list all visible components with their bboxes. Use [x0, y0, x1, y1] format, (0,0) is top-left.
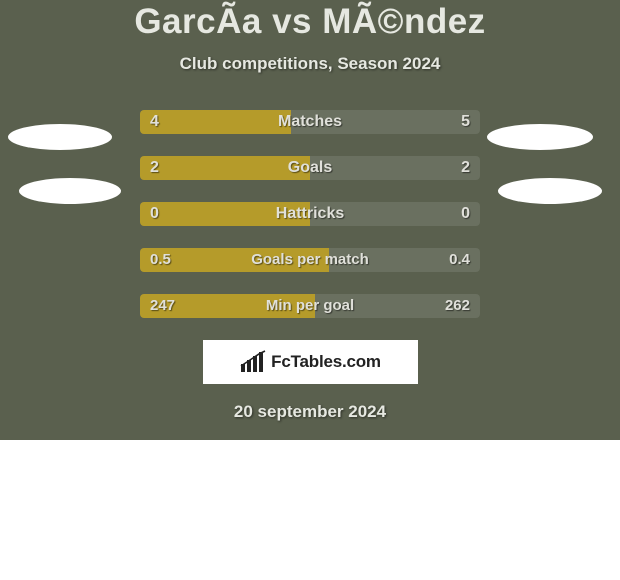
stat-right-value: 262: [445, 294, 470, 318]
stat-label: Goals: [288, 156, 332, 180]
stat-left-value: 0: [150, 202, 159, 226]
stat-right-value: 5: [461, 110, 470, 134]
page-subtitle: Club competitions, Season 2024: [0, 54, 620, 74]
comparison-card: GarcÃ­a vs MÃ©ndez Club competitions, Se…: [0, 0, 620, 440]
brand-badge: FcTables.com: [203, 340, 418, 384]
stat-label: Hattricks: [276, 202, 344, 226]
chart-icon: [239, 350, 267, 374]
stat-left-value: 0.5: [150, 248, 171, 272]
stat-label: Min per goal: [266, 294, 354, 318]
footer-date: 20 september 2024: [0, 402, 620, 422]
avatar-ellipse-left: [8, 124, 112, 150]
avatar-ellipse-right: [498, 178, 602, 204]
avatar-ellipse-right: [487, 124, 593, 150]
stat-right-value: 0: [461, 202, 470, 226]
stat-left-value: 2: [150, 156, 159, 180]
avatar-ellipse-left: [19, 178, 121, 204]
stat-right-value: 2: [461, 156, 470, 180]
stat-right-value: 0.4: [449, 248, 470, 272]
stat-left-value: 4: [150, 110, 159, 134]
brand-text: FcTables.com: [271, 352, 381, 372]
stat-left-value: 247: [150, 294, 175, 318]
stat-rows: 4 5 Matches 2 2 Goals 0 0 Hattricks 0.5 0.4 Goals p…: [140, 110, 480, 318]
stat-row: 2 2 Goals: [140, 156, 480, 180]
stat-row: 4 5 Matches: [140, 110, 480, 134]
stat-row: 0 0 Hattricks: [140, 202, 480, 226]
stat-label: Matches: [278, 110, 342, 134]
stat-label: Goals per match: [251, 248, 369, 272]
stat-row: 0.5 0.4 Goals per match: [140, 248, 480, 272]
stat-row: 247 262 Min per goal: [140, 294, 480, 318]
page-title: GarcÃ­a vs MÃ©ndez: [0, 0, 620, 42]
